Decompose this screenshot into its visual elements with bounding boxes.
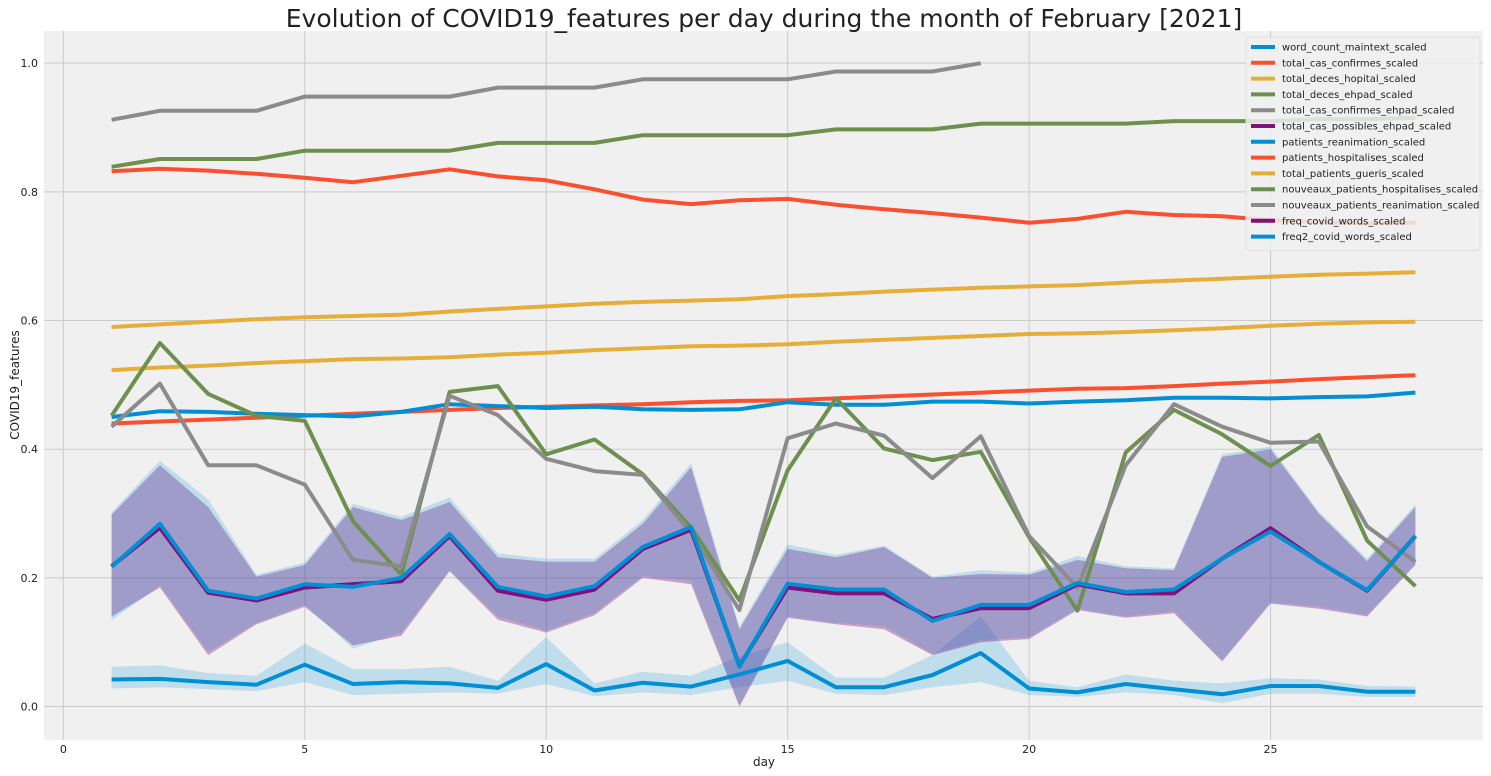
x-tick-label: 25 bbox=[1264, 743, 1278, 756]
line-total_patients_gueris_scaled bbox=[111, 319, 1416, 373]
y-axis-label: COVID19_features bbox=[8, 330, 22, 439]
legend-label: word_count_maintext_scaled bbox=[1282, 43, 1427, 54]
legend-label: total_cas_confirmes_ehpad_scaled bbox=[1282, 106, 1454, 117]
y-tick-label: 0.8 bbox=[21, 186, 39, 199]
x-tick-label: 5 bbox=[301, 743, 308, 756]
legend-label: total_cas_confirmes_scaled bbox=[1282, 58, 1418, 69]
y-axis-ticks: 0.0 0.2 0.4 0.6 0.8 1.0 bbox=[21, 57, 39, 713]
band-total_cas_possibles_ehpad_scaled bbox=[111, 449, 1416, 707]
legend-label: patients_reanimation_scaled bbox=[1282, 137, 1425, 148]
line-nouveaux_patients_hospitalises_scaled bbox=[109, 341, 1417, 613]
x-tick-label: 0 bbox=[60, 743, 67, 756]
band-freq_covid_words_scaled bbox=[111, 449, 1416, 707]
legend-label: freq_covid_words_scaled bbox=[1282, 216, 1405, 227]
y-tick-label: 0.6 bbox=[21, 315, 39, 328]
y-tick-label: 0.4 bbox=[21, 443, 39, 456]
band-freq2_covid_words_scaled bbox=[111, 446, 1416, 706]
y-tick-label: 0.0 bbox=[21, 701, 39, 714]
legend-label: total_patients_gueris_scaled bbox=[1282, 169, 1424, 180]
x-axis-ticks: 0 5 10 15 20 25 bbox=[60, 743, 1278, 756]
x-tick-label: 20 bbox=[1022, 743, 1036, 756]
legend-label: total_deces_ehpad_scaled bbox=[1282, 90, 1413, 101]
x-tick-label: 15 bbox=[781, 743, 795, 756]
legend-label: nouveaux_patients_hospitalises_scaled bbox=[1282, 185, 1478, 196]
series-lines bbox=[109, 61, 1417, 697]
line-freq2_covid_words_scaled bbox=[110, 521, 1417, 669]
chart-title: Evolution of COVID19_features per day du… bbox=[286, 4, 1242, 33]
legend: word_count_maintext_scaled total_cas_conf… bbox=[1245, 36, 1481, 251]
line-patients_hospitalises_scaled bbox=[111, 166, 1416, 226]
line-total_deces_ehpad_scaled bbox=[111, 115, 1416, 169]
y-tick-label: 0.2 bbox=[21, 572, 39, 585]
line-patients_reanimation_scaled bbox=[111, 390, 1416, 419]
line-word_count_maintext_scaled bbox=[111, 651, 1416, 697]
legend-box bbox=[1245, 36, 1481, 251]
line-nouveaux_patients_reanimation_scaled bbox=[110, 381, 1417, 612]
legend-label: total_deces_hopital_scaled bbox=[1282, 74, 1416, 85]
x-tick-label: 10 bbox=[539, 743, 553, 756]
legend-label: freq2_covid_words_scaled bbox=[1282, 232, 1412, 243]
x-axis-label: day bbox=[753, 755, 775, 769]
line-total_cas_confirmes_ehpad_scaled bbox=[111, 61, 982, 122]
legend-label: total_cas_possibles_ehpad_scaled bbox=[1282, 122, 1451, 133]
legend-label: patients_hospitalises_scaled bbox=[1282, 153, 1424, 164]
y-tick-label: 1.0 bbox=[21, 57, 39, 70]
line-total_deces_hopital_scaled bbox=[111, 270, 1416, 329]
legend-label: nouveaux_patients_reanimation_scaled bbox=[1282, 201, 1479, 212]
